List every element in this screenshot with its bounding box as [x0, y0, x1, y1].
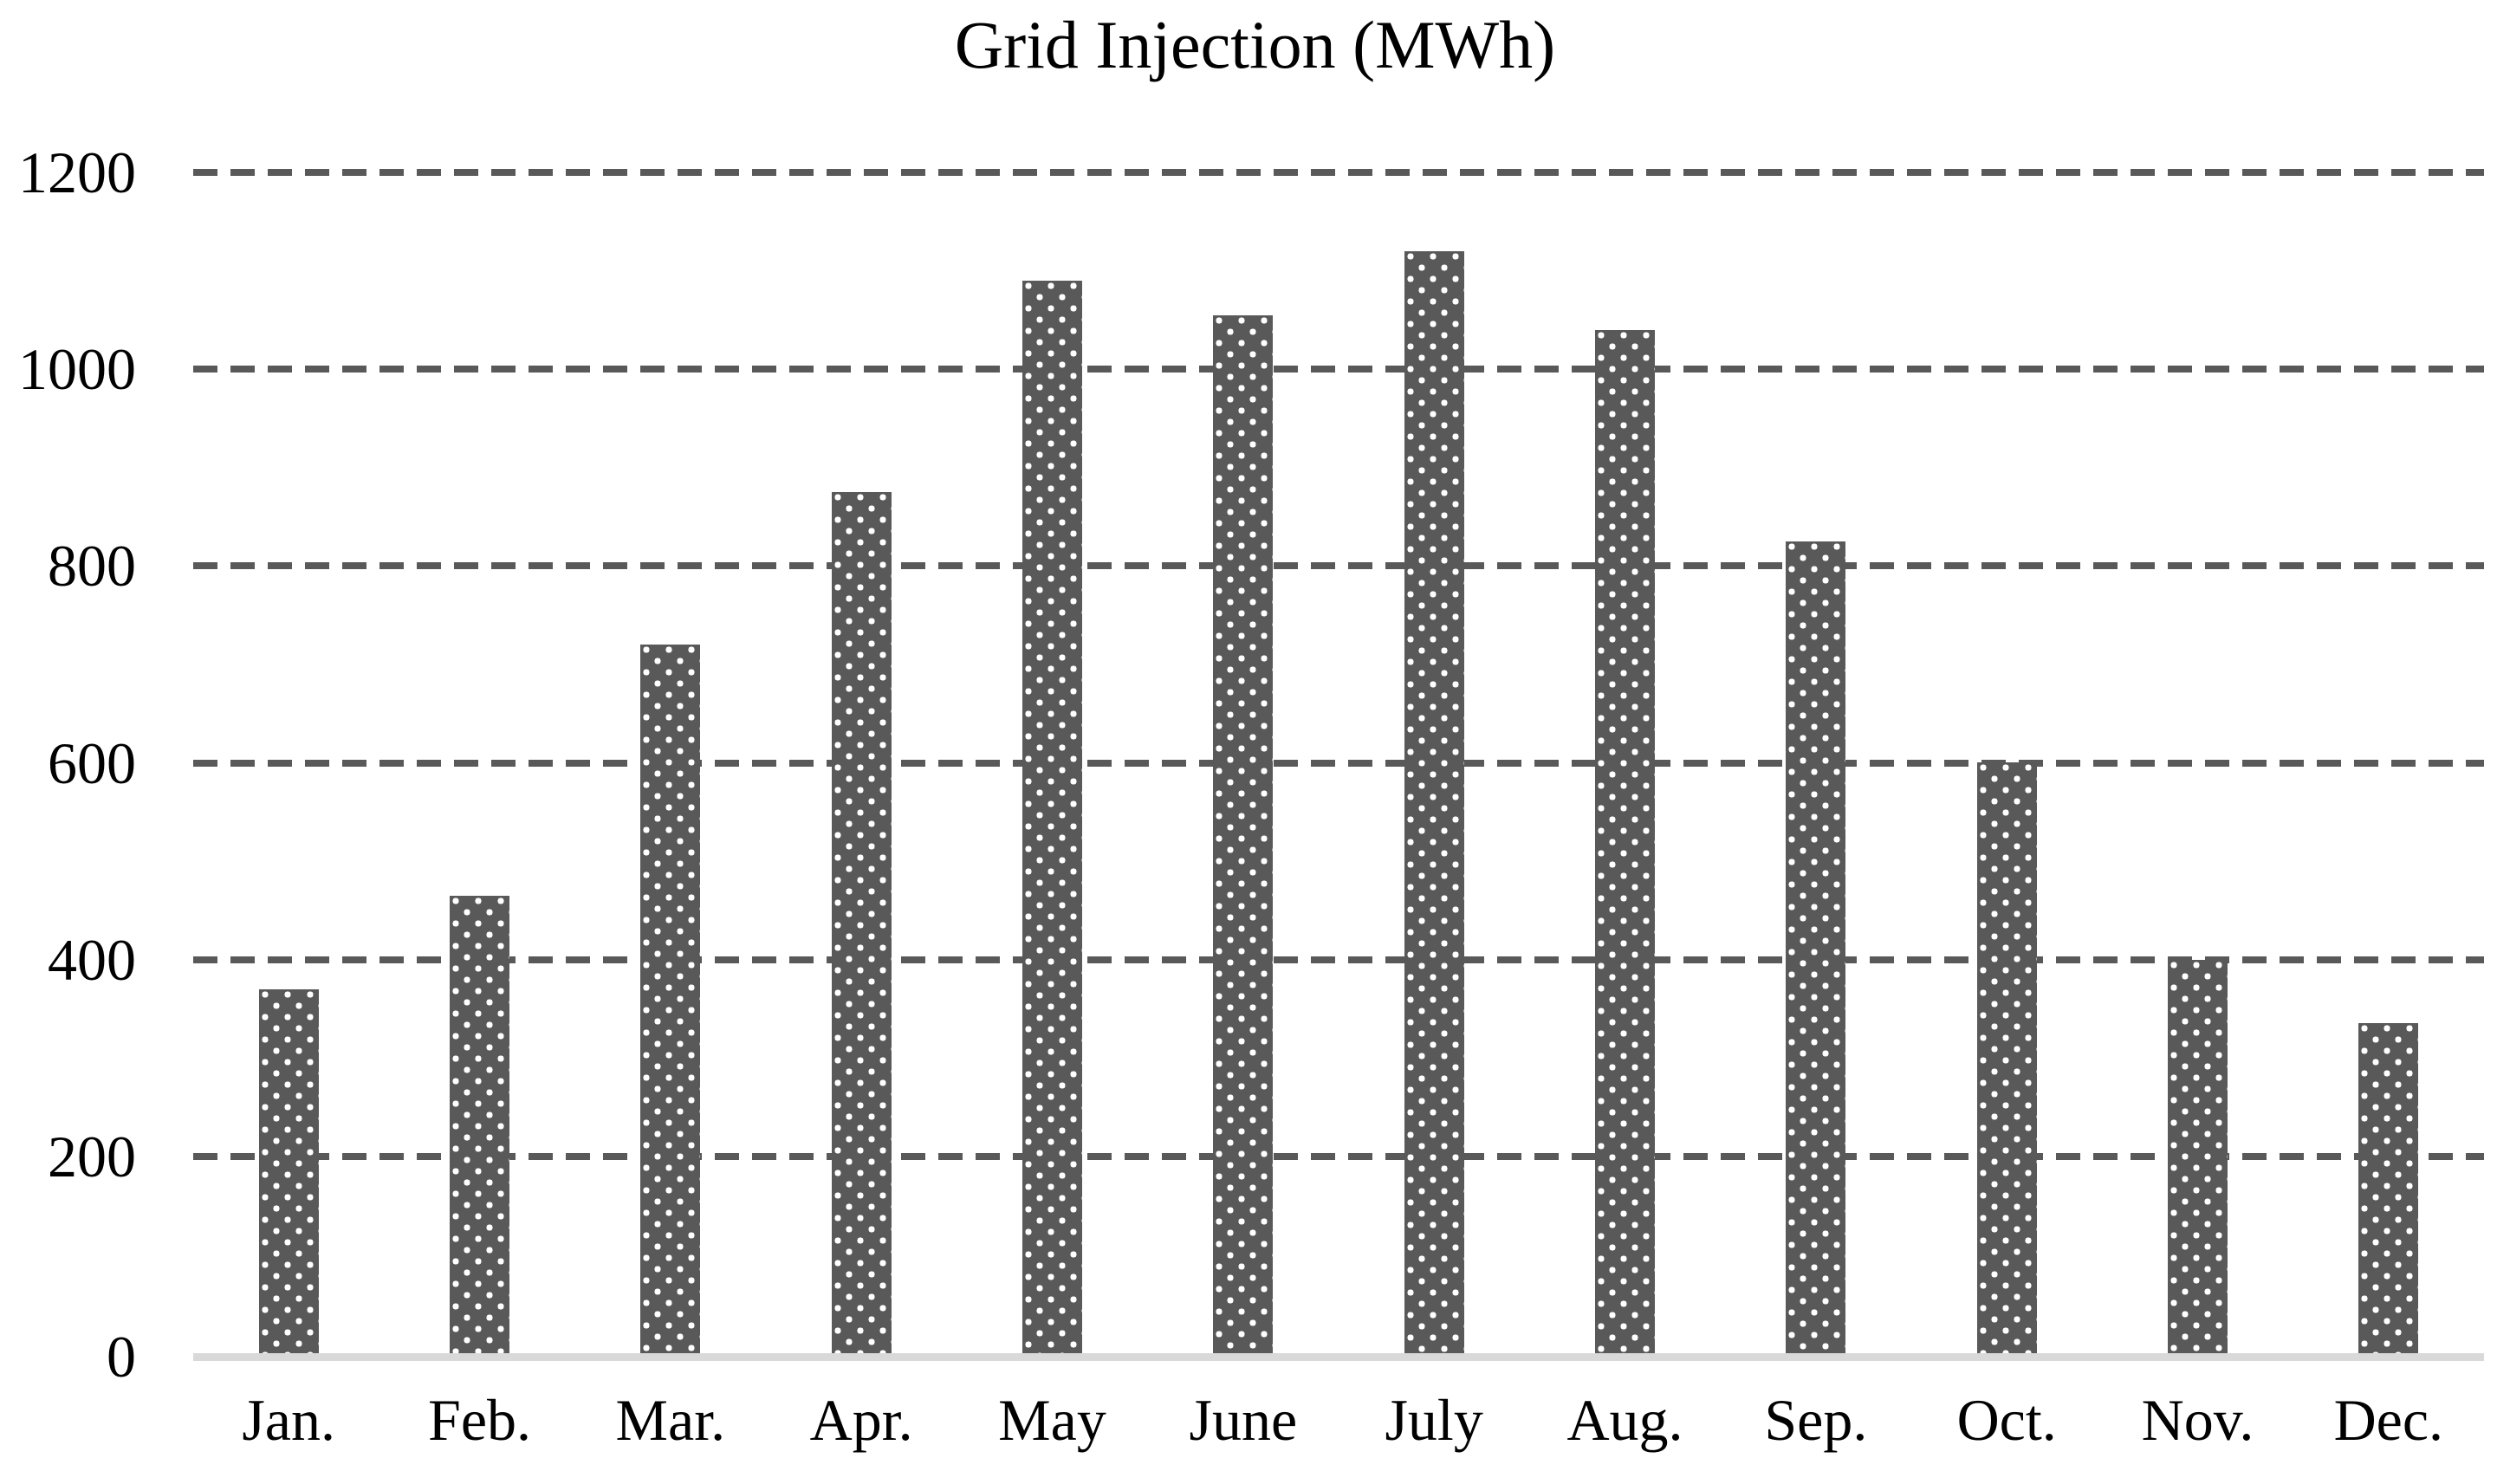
x-axis-category-label: Sep. [1764, 1387, 1868, 1453]
x-axis-category-label: Dec. [2333, 1387, 2444, 1453]
gridline [193, 759, 2484, 767]
x-axis-category-label: July [1385, 1387, 1483, 1453]
bar-jan [258, 989, 319, 1353]
x-axis-category-label: June [1189, 1387, 1298, 1453]
bar-june [1213, 315, 1274, 1353]
bar-apr [831, 492, 892, 1353]
y-axis-tick-label: 0 [107, 1324, 136, 1390]
x-axis-category-label: Apr. [809, 1387, 913, 1453]
x-axis-category-label: Nov. [2141, 1387, 2254, 1453]
bar-july [1404, 251, 1464, 1353]
gridline [193, 366, 2484, 373]
y-axis-tick-label: 1200 [18, 139, 136, 205]
bar-nov [2168, 960, 2228, 1353]
gridline [193, 956, 2484, 963]
y-axis-tick-label: 600 [48, 729, 136, 796]
y-axis-tick-label: 1000 [18, 336, 136, 403]
bar-dec [2358, 1023, 2419, 1353]
gridline [193, 1152, 2484, 1160]
bar-aug [1595, 330, 1655, 1353]
x-axis-category-label: Jan. [242, 1387, 335, 1453]
x-axis-category-label: Mar. [615, 1387, 726, 1453]
y-axis-tick-label: 200 [48, 1123, 136, 1189]
gridline [193, 562, 2484, 570]
y-axis-tick-label: 800 [48, 533, 136, 599]
x-axis-category-label: Oct. [1956, 1387, 2057, 1453]
bar-may [1022, 281, 1082, 1353]
bar-oct [1976, 762, 2037, 1353]
bar-feb [450, 896, 509, 1353]
bar-sep [1786, 541, 1846, 1353]
x-axis-category-label: May [998, 1387, 1106, 1453]
x-axis-category-label: Aug. [1566, 1387, 1683, 1453]
x-axis-line [193, 1353, 2484, 1361]
x-axis-category-label: Feb. [428, 1387, 531, 1453]
gridline [193, 169, 2484, 176]
y-axis-tick-label: 400 [48, 926, 136, 993]
bar-mar [640, 645, 701, 1353]
chart-title: Grid Injection (MWh) [954, 7, 1556, 82]
